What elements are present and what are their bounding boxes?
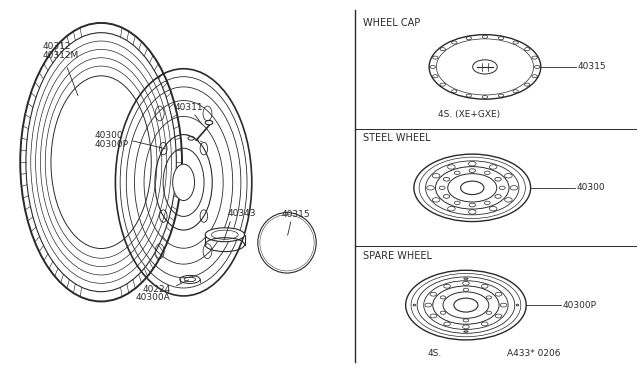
Text: WHEEL CAP: WHEEL CAP [362, 18, 420, 28]
Text: STEEL WHEEL: STEEL WHEEL [362, 134, 430, 143]
Text: 4S.: 4S. [428, 349, 442, 358]
Text: 40300P: 40300P [95, 140, 129, 149]
Text: 40343: 40343 [228, 209, 257, 218]
Ellipse shape [173, 164, 195, 201]
Text: A433* 0206: A433* 0206 [507, 349, 561, 358]
Text: 40300A: 40300A [136, 293, 171, 302]
Text: 40312M: 40312M [43, 51, 79, 60]
Text: 40315: 40315 [282, 210, 310, 219]
Text: 40300P: 40300P [563, 301, 597, 310]
Text: 40312: 40312 [43, 42, 71, 51]
Text: 40224: 40224 [142, 285, 171, 294]
Text: 40311: 40311 [174, 103, 203, 112]
Ellipse shape [205, 228, 244, 242]
Text: 4S. (XE+GXE): 4S. (XE+GXE) [438, 110, 500, 119]
Text: 40300: 40300 [577, 183, 605, 192]
Text: SPARE WHEEL: SPARE WHEEL [362, 251, 431, 261]
Text: 40300: 40300 [95, 131, 124, 140]
Text: 40315: 40315 [577, 62, 606, 71]
